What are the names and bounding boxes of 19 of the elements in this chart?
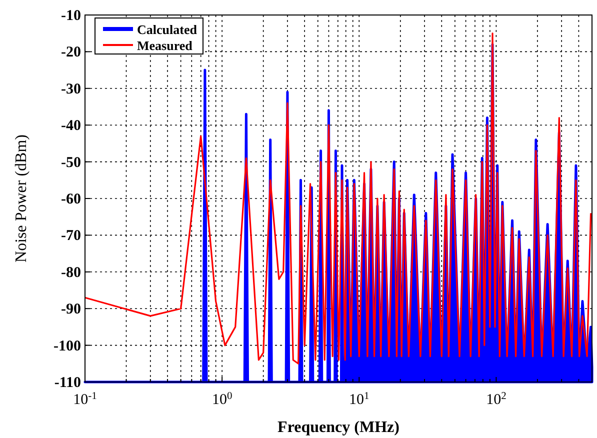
y-tick-label: -100	[54, 338, 81, 354]
y-tick-label: -30	[61, 81, 81, 98]
x-tick-label: 10$^{-1}$	[73, 390, 97, 408]
y-tick-label: -10	[61, 8, 81, 24]
y-tick-label: -50	[61, 154, 81, 171]
y-axis-title: Noise Power (dBm)	[13, 134, 30, 262]
x-tick-label: 10$^{2}$	[486, 390, 506, 408]
y-tick-label: -20	[61, 44, 81, 61]
y-tick-label: -70	[61, 228, 81, 244]
y-tick-label: -60	[61, 192, 81, 208]
legend-label: Calculated	[137, 22, 198, 37]
y-tick-label: -40	[61, 118, 81, 134]
y-tick-label: -80	[61, 264, 81, 281]
x-tick-label: 10$^{1}$	[349, 390, 370, 408]
x-axis-title: Frequency (MHz)	[278, 419, 400, 436]
legend-label: Measured	[137, 38, 194, 53]
y-tick-label: -90	[61, 302, 81, 318]
y-tick-label: -110	[54, 375, 81, 391]
x-tick-label: 10$^{0}$	[212, 390, 232, 408]
